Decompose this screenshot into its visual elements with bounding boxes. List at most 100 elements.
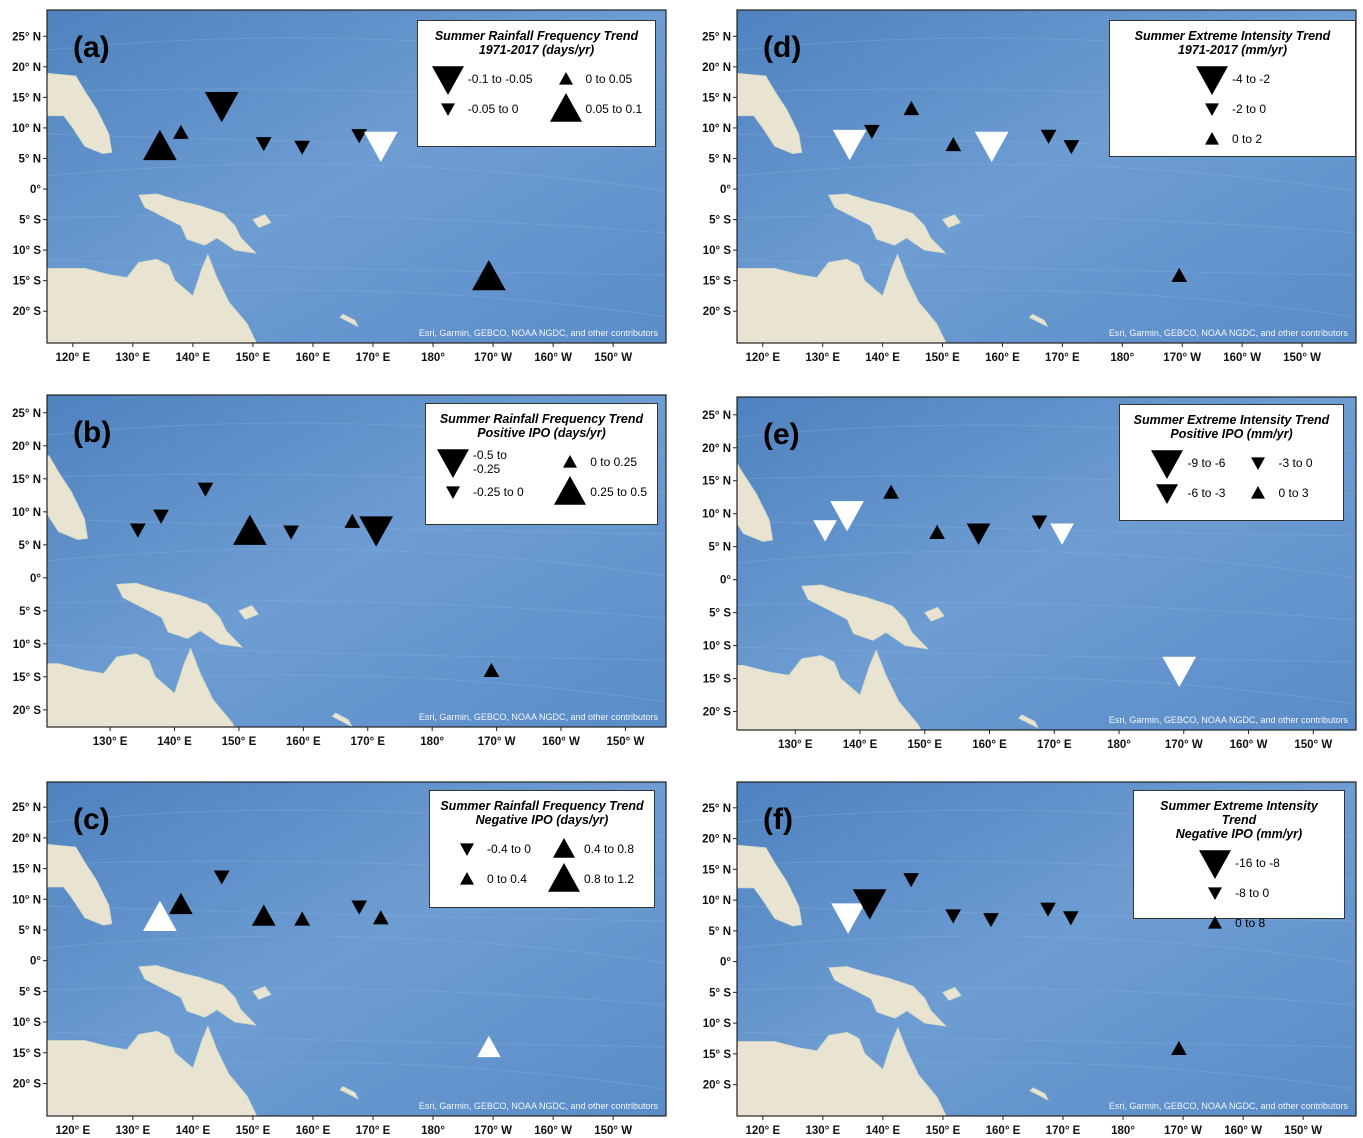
lg-item: -8 to 0 — [1198, 879, 1280, 907]
y-tick-label: 5° S — [19, 986, 41, 998]
y-tick-label: 5° N — [19, 153, 42, 165]
x-tick-label: 170° E — [1037, 739, 1072, 751]
x-tick-label: 170° E — [356, 1125, 391, 1137]
y-tick-label: 0° — [720, 575, 731, 587]
lg-title: Positive IPO (mm/yr) — [1130, 427, 1333, 441]
legend-symbol — [1195, 62, 1229, 96]
y-tick-label: 5° N — [709, 926, 732, 938]
x-tick-label: 160° W — [1224, 1125, 1262, 1137]
y-tick-label: 0° — [720, 184, 731, 196]
y-tick-label: 20° S — [13, 1078, 42, 1090]
x-tick-label: 130° E — [116, 352, 151, 364]
y-tick-label: 20° S — [13, 306, 42, 318]
lg-item: -9 to -6 — [1150, 449, 1225, 477]
y-tick-label: 0° — [720, 957, 731, 969]
lg-label: -16 to -8 — [1235, 856, 1280, 870]
x-tick-label: 170° W — [1164, 1125, 1202, 1137]
x-tick-label: 170° W — [1165, 739, 1203, 751]
x-tick-label: 150° E — [907, 739, 942, 751]
legend-triangle — [1251, 457, 1265, 470]
legend-symbol — [1198, 846, 1232, 880]
legend-symbol — [1150, 476, 1184, 510]
lg-item: -2 to 0 — [1195, 95, 1270, 123]
legend-symbol — [553, 445, 587, 479]
legend-triangle — [559, 72, 573, 85]
x-tick-label: 130° E — [806, 1125, 841, 1137]
lg-item: -16 to -8 — [1198, 849, 1280, 877]
panel-label: (f) — [763, 803, 793, 836]
y-tick-label: 20° N — [702, 62, 731, 74]
x-tick-label: 120° E — [55, 1125, 90, 1137]
x-tick-label: 170° E — [356, 352, 391, 364]
legend-triangle — [1251, 486, 1265, 499]
lg-item: -0.4 to 0 — [450, 835, 531, 863]
legend-symbol — [1195, 122, 1229, 156]
legend-triangle — [446, 486, 460, 499]
legend-triangle — [1208, 916, 1222, 929]
y-tick-label: 0° — [30, 573, 41, 585]
x-tick-label: 160° E — [972, 739, 1007, 751]
lg-title: Summer Extreme Intensity Trend — [1144, 799, 1334, 827]
legend-symbol — [436, 445, 470, 479]
legend: Summer Rainfall Frequency Trend1971-2017… — [417, 20, 656, 147]
legend-symbol — [549, 92, 583, 126]
y-tick-label: 15° S — [13, 1048, 42, 1060]
y-tick-label: 20° S — [703, 1080, 732, 1092]
legend-triangle — [1151, 450, 1183, 479]
panel-label: (e) — [763, 418, 800, 451]
lg-label: 0.4 to 0.8 — [584, 842, 634, 856]
x-tick-label: 120° E — [745, 352, 780, 364]
maps: Esri, Garmin, GEBCO, NOAA NGDC, and othe… — [0, 0, 1363, 1138]
lg-label: -8 to 0 — [1235, 886, 1269, 900]
lg-label: 0 to 2 — [1232, 132, 1262, 146]
y-tick-label: 5° S — [19, 606, 41, 618]
x-tick-label: 130° E — [93, 736, 128, 748]
y-tick-label: 10° N — [12, 894, 41, 906]
legend-symbol — [553, 475, 587, 509]
lg-label: -0.5 to -0.25 — [473, 448, 537, 476]
lg-item: 0 to 3 — [1241, 479, 1312, 507]
lg-item: 0 to 0.25 — [553, 448, 647, 476]
lg-item: 0 to 0.4 — [450, 865, 531, 893]
y-tick-label: 15° S — [703, 674, 732, 686]
lg-title: 1971-2017 (days/yr) — [428, 43, 645, 57]
lg-items: -4 to -2 -2 to 0 0 to 2 — [1120, 65, 1345, 153]
legend-symbol — [1241, 446, 1275, 480]
y-tick-label: 15° S — [703, 1049, 732, 1061]
x-tick-label: 130° E — [805, 352, 840, 364]
legend-triangle — [441, 103, 455, 116]
x-tick-label: 130° E — [116, 1125, 151, 1137]
lg-label: 0 to 0.25 — [590, 455, 637, 469]
lg-label: -2 to 0 — [1232, 102, 1266, 116]
y-tick-label: 5° N — [709, 153, 732, 165]
y-tick-label: 10° N — [12, 507, 41, 519]
x-tick-label: 160° E — [296, 1125, 331, 1137]
y-tick-label: 10° S — [13, 639, 42, 651]
legend-symbol — [1198, 876, 1232, 910]
lg-item: -0.25 to 0 — [436, 478, 537, 506]
x-tick-label: 150° W — [1294, 739, 1332, 751]
attribution: Esri, Garmin, GEBCO, NOAA NGDC, and othe… — [1109, 715, 1349, 725]
y-tick-label: 15° N — [12, 474, 41, 486]
lg-label: -4 to -2 — [1232, 72, 1270, 86]
x-tick-label: 170° W — [474, 1125, 512, 1137]
y-tick-label: 25° N — [12, 31, 41, 43]
legend-triangle — [437, 449, 469, 478]
y-tick-label: 10° N — [12, 123, 41, 135]
x-tick-label: 160° W — [1230, 739, 1268, 751]
lg-title: Summer Rainfall Frequency Trend — [428, 29, 645, 43]
legend-triangle — [550, 93, 582, 122]
y-tick-label: 25° N — [702, 803, 731, 815]
legend-symbol — [1241, 476, 1275, 510]
legend-triangle — [563, 455, 577, 468]
x-tick-label: 160° W — [542, 736, 580, 748]
y-tick-label: 15° S — [13, 276, 42, 288]
lg-item: -3 to 0 — [1241, 449, 1312, 477]
y-tick-label: 10° S — [703, 1018, 732, 1030]
legend-triangle — [1205, 132, 1219, 145]
x-tick-label: 120° E — [745, 1125, 780, 1137]
lg-items: -0.5 to -0.25-0.25 to 00 to 0.250.25 to … — [436, 448, 647, 506]
x-tick-label: 150° E — [926, 1125, 961, 1137]
